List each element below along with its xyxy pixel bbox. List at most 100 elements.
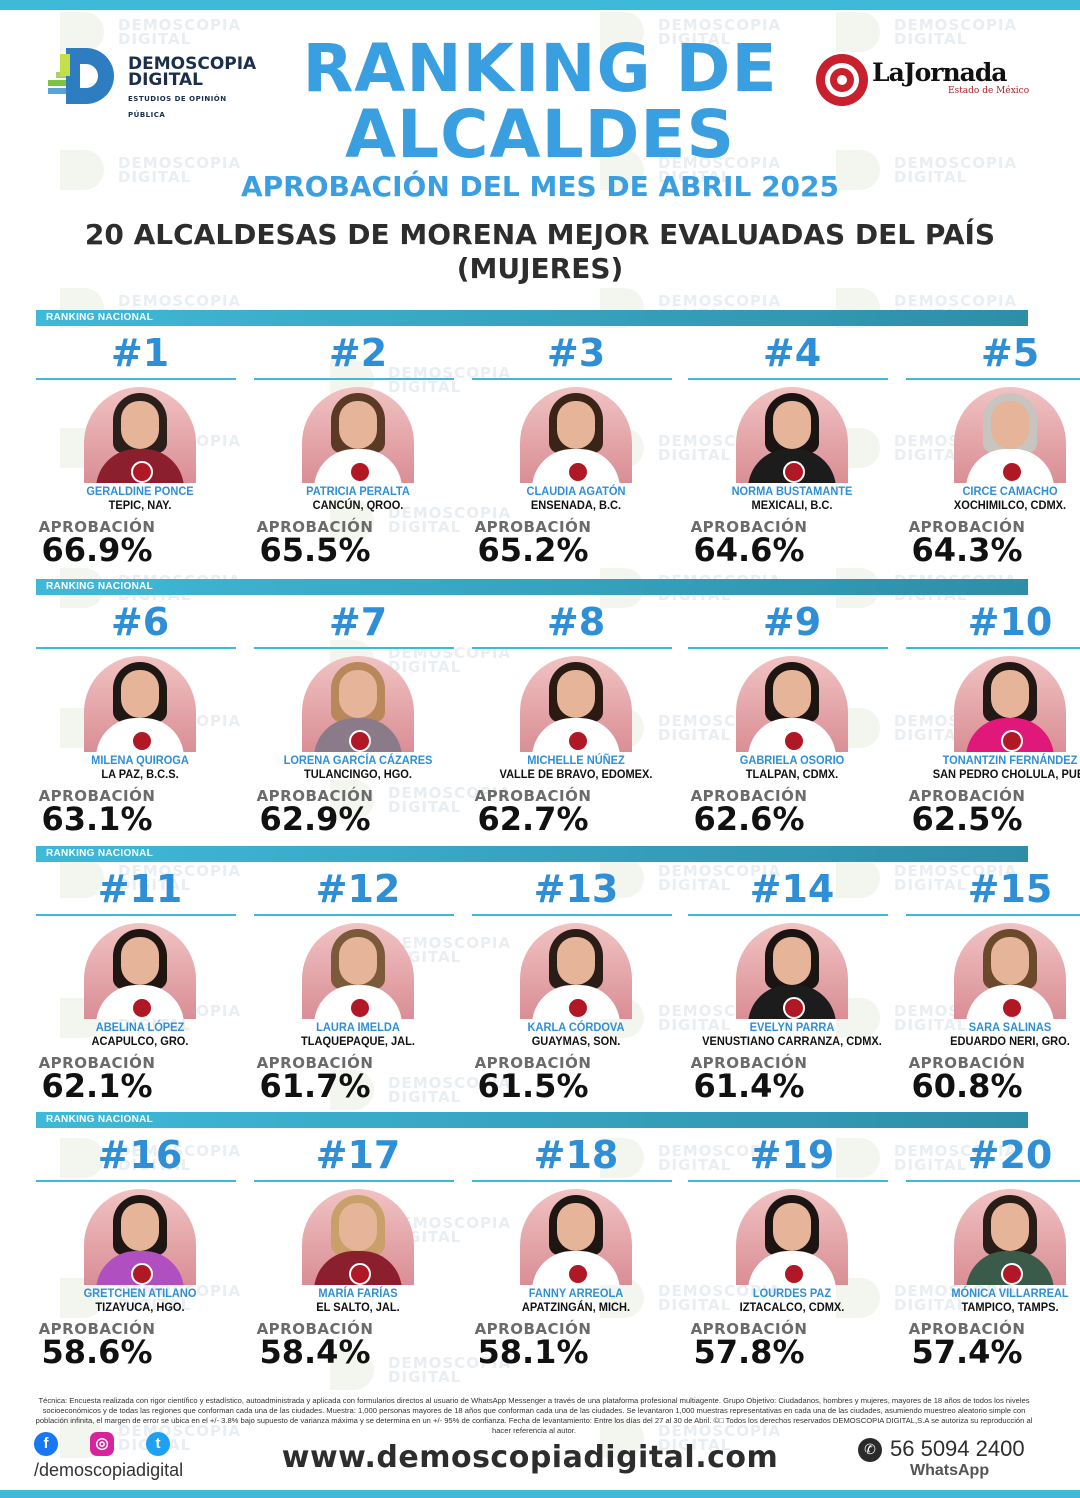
approval-label: APROBACIÓN	[38, 518, 156, 536]
mayor-portrait	[954, 387, 1066, 483]
approval-value: 60.8%	[911, 1067, 1023, 1105]
approval-label: APROBACIÓN	[690, 518, 808, 536]
approval-label: APROBACIÓN	[474, 518, 592, 536]
rank-divider	[688, 647, 888, 649]
whatsapp-icon: ✆	[858, 1438, 882, 1462]
approval-label: APROBACIÓN	[690, 1320, 808, 1338]
watermark-d-icon	[600, 12, 644, 52]
mayor-city: EDUARDO NERI, GRO.	[950, 1034, 1070, 1048]
facebook-icon[interactable]: f	[34, 1432, 58, 1456]
twitter-icon[interactable]: t	[146, 1432, 170, 1456]
approval-label: APROBACIÓN	[474, 1320, 592, 1338]
social-handle[interactable]: /demoscopiadigital	[34, 1460, 184, 1480]
mayor-name: GERALDINE PONCE	[86, 484, 194, 498]
morena-badge-icon	[349, 1263, 371, 1285]
watermark-d-icon	[60, 150, 104, 190]
mayor-city: APATZINGÁN, MICH.	[521, 1300, 631, 1314]
rank-divider	[36, 914, 236, 916]
mayor-card: #14 EVELYN PARRA VENUSTIANO CARRANZA, CDMX…	[684, 862, 900, 1112]
approval-label: APROBACIÓN	[908, 1320, 1026, 1338]
approval-label: APROBACIÓN	[908, 787, 1026, 805]
mayor-city: LA PAZ, B.C.S.	[101, 767, 179, 781]
rank-number: #8	[546, 600, 606, 644]
mayor-city: IZTACALCO, CDMX.	[739, 1300, 845, 1314]
rank-number: #18	[533, 1133, 619, 1177]
page-subtitle: APROBACIÓN DEL MES DE ABRIL 2025	[240, 170, 839, 203]
approval-label: APROBACIÓN	[908, 1054, 1026, 1072]
morena-badge-icon	[783, 461, 805, 483]
rank-number: #9	[762, 600, 822, 644]
approval-label: APROBACIÓN	[474, 787, 592, 805]
rank-divider	[254, 378, 454, 380]
mayor-portrait	[736, 656, 848, 752]
portrait-face	[991, 401, 1029, 449]
morena-badge-icon	[349, 730, 371, 752]
rank-divider	[906, 1180, 1080, 1182]
mayor-city: ENSENADA, B.C.	[530, 498, 622, 512]
approval-value: 58.6%	[41, 1333, 153, 1371]
watermark-d-icon	[836, 858, 880, 898]
watermark-d-icon	[836, 12, 880, 52]
approval-value: 62.5%	[911, 800, 1023, 838]
mayor-city: XOCHIMILCO, CDMX.	[953, 498, 1067, 512]
portrait-face	[339, 937, 377, 985]
ranking-nacional-band: RANKING NACIONAL	[36, 1112, 1028, 1128]
approval-value: 62.7%	[477, 800, 589, 838]
mayor-city: EL SALTO, JAL.	[316, 1300, 400, 1314]
instagram-icon[interactable]: ◎	[90, 1432, 114, 1456]
approval-value: 57.4%	[911, 1333, 1023, 1371]
rank-number: #20	[967, 1133, 1053, 1177]
watermark-d-icon	[836, 150, 880, 190]
portrait-face	[339, 401, 377, 449]
approval-value: 61.4%	[693, 1067, 805, 1105]
approval-label: APROBACIÓN	[256, 518, 374, 536]
rank-number: #10	[967, 600, 1053, 644]
ranking-nacional-band: RANKING NACIONAL	[36, 310, 1028, 326]
rank-number: #12	[315, 867, 401, 911]
approval-label: APROBACIÓN	[256, 1054, 374, 1072]
approval-label: APROBACIÓN	[474, 1054, 592, 1072]
rank-divider	[36, 1180, 236, 1182]
rank-number: #6	[110, 600, 170, 644]
mayor-portrait	[736, 1189, 848, 1285]
mayor-portrait	[302, 387, 414, 483]
mayor-city: VALLE DE BRAVO, EDOMEX.	[499, 767, 653, 781]
mayor-name: PATRICIA PERALTA	[306, 484, 410, 498]
methodology-note: Técnica: Encuesta realizada con rigor ci…	[35, 1396, 1033, 1435]
mayor-name: ABELINA LÓPEZ	[95, 1020, 185, 1034]
morena-badge-icon	[131, 461, 153, 483]
approval-value: 61.7%	[259, 1067, 371, 1105]
mayor-name: MICHELLE NÚÑEZ	[527, 753, 625, 767]
phone-number[interactable]: 56 5094 2400	[890, 1436, 1025, 1461]
mayor-city: TULANCINGO, HGO.	[304, 767, 412, 781]
morena-badge-icon	[131, 730, 153, 752]
rank-divider	[906, 914, 1080, 916]
mayor-name: EVELYN PARRA	[749, 1020, 835, 1034]
rank-number: #14	[749, 867, 835, 911]
mayor-card: #15 SARA SALINAS EDUARDO NERI, GRO. APROBAC…	[902, 862, 1080, 1112]
mayor-portrait	[302, 656, 414, 752]
mayor-portrait	[736, 387, 848, 483]
watermark-d-icon	[330, 1350, 374, 1390]
rank-divider	[254, 914, 454, 916]
website-link[interactable]: www.demoscopiadigital.com	[281, 1440, 779, 1475]
mayor-portrait	[84, 387, 196, 483]
rank-divider	[36, 647, 236, 649]
mayor-name: GRETCHEN ATILANO	[83, 1286, 197, 1300]
approval-value: 61.5%	[477, 1067, 589, 1105]
portrait-face	[773, 401, 811, 449]
mayor-city: CANCÚN, QROO.	[312, 498, 404, 512]
morena-badge-icon	[1001, 1263, 1023, 1285]
morena-badge-icon	[783, 997, 805, 1019]
la-jornada-wordmark: LaJornada	[872, 58, 1008, 87]
mayor-portrait	[520, 387, 632, 483]
approval-label: APROBACIÓN	[690, 1054, 808, 1072]
mayor-portrait	[520, 1189, 632, 1285]
mayor-name: LAURA IMELDA	[316, 1020, 400, 1034]
band-label: RANKING NACIONAL	[46, 312, 154, 323]
